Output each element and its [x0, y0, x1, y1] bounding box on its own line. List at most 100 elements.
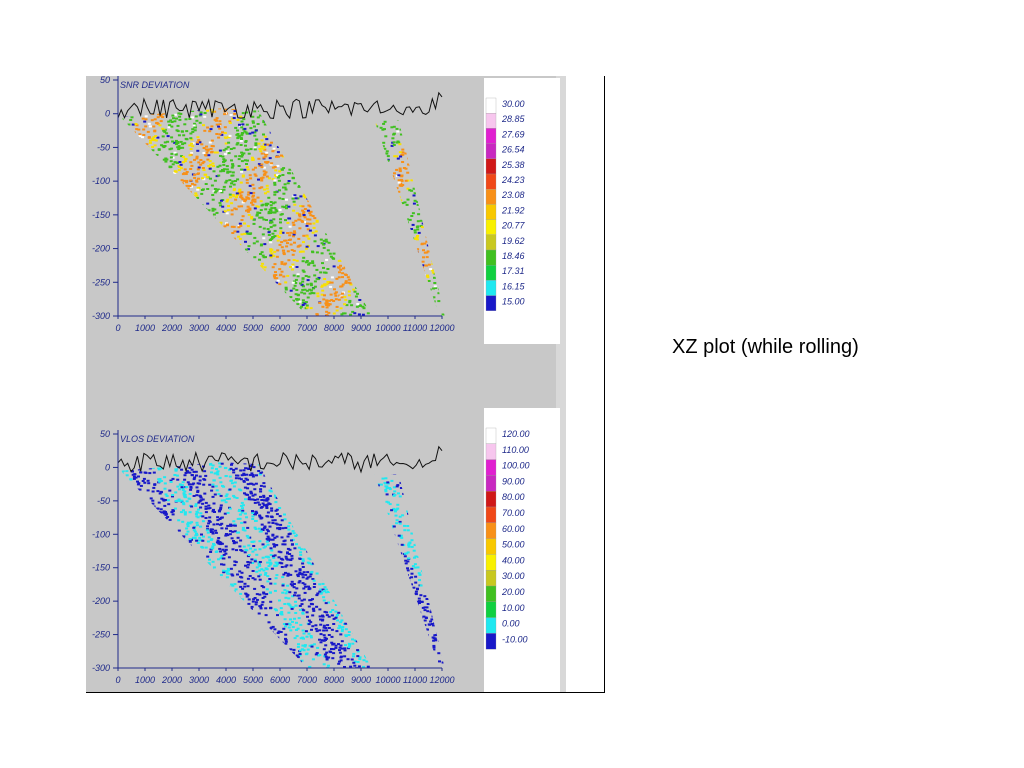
colorbar-label: 50.00 [502, 540, 525, 550]
y-tick-label: -200 [92, 596, 110, 606]
panel-title: VLOS DEVIATION [120, 434, 195, 444]
colorbar-swatch [485, 295, 497, 311]
colorbar-swatch [485, 128, 497, 144]
y-tick-label: -150 [92, 210, 110, 220]
x-tick-label: 1000 [135, 323, 155, 333]
colorbar-label: 21.92 [501, 205, 525, 215]
x-tick-label: 10000 [375, 675, 400, 685]
colorbar-label: 120.00 [502, 429, 530, 439]
x-tick-label: 0 [115, 675, 120, 685]
x-tick-label: 11000 [403, 323, 427, 333]
colorbar-label: 100.00 [502, 461, 530, 471]
colorbar-swatch [485, 204, 497, 220]
x-tick-label: 11000 [403, 675, 427, 685]
y-tick-label: -250 [92, 277, 110, 287]
colorbar-swatch [485, 249, 497, 266]
x-tick-label: 6000 [270, 323, 290, 333]
x-tick-label: 9000 [351, 675, 371, 685]
y-tick-label: -300 [92, 311, 110, 321]
colorbar-swatch [485, 113, 497, 129]
colorbar-swatch [485, 585, 497, 602]
colorbar-label: 60.00 [502, 524, 525, 534]
y-tick-label: 0 [105, 462, 110, 472]
colorbar-label: 0.00 [502, 619, 520, 629]
x-tick-label: 3000 [189, 675, 209, 685]
y-tick-label: -50 [97, 142, 110, 152]
y-tick-label: -200 [92, 244, 110, 254]
colorbar-swatch [485, 506, 497, 523]
colorbar-label: 28.85 [501, 114, 526, 124]
y-tick-label: 0 [105, 109, 110, 119]
colorbar-label: 70.00 [502, 508, 525, 518]
colorbar-label: 16.15 [502, 281, 526, 291]
colorbar-label: 110.00 [502, 445, 529, 455]
colorbar-swatch [485, 475, 497, 492]
colorbar-swatch [485, 427, 497, 444]
x-tick-label: 6000 [270, 675, 290, 685]
colorbar-label: 24.23 [501, 175, 525, 185]
figure-image: 50 0 -50 -100 -150 -200 -250 -300 0 1000 2000 3000 4… [86, 76, 605, 693]
colorbar-label: 19.62 [502, 236, 525, 246]
figure-svg: 50 0 -50 -100 -150 -200 -250 -300 0 1000 2000 3000 4… [86, 76, 566, 692]
colorbar-swatch [485, 189, 497, 205]
colorbar-swatch [485, 522, 497, 539]
colorbar-swatch [485, 601, 497, 618]
x-tick-label: 3000 [189, 323, 209, 333]
x-tick-label: 4000 [216, 323, 236, 333]
x-tick-label: 12000 [429, 675, 454, 685]
colorbar-label: 18.46 [502, 251, 525, 261]
colorbar-label: 90.00 [502, 476, 525, 486]
colorbar-swatch [485, 491, 497, 508]
colorbar-label: 40.00 [502, 555, 525, 565]
panel-title: SNR DEVIATION [120, 80, 190, 90]
colorbar-swatch [485, 617, 497, 634]
y-tick-label: -50 [97, 496, 110, 506]
colorbar-swatch [485, 633, 497, 650]
terrain-profile-line [117, 445, 443, 474]
colorbar-label: 23.08 [501, 190, 525, 200]
colorbar-swatch [485, 459, 497, 476]
colorbar-legend-box [484, 78, 560, 344]
colorbar-swatch [485, 570, 497, 587]
y-tick-label: -300 [92, 663, 110, 673]
colorbar-label: -10.00 [502, 634, 528, 644]
colorbar-swatch [485, 538, 497, 555]
slide-caption: XZ plot (while rolling) [672, 336, 859, 358]
colorbar-label: 20.00 [501, 587, 525, 597]
colorbar-label: 17.31 [502, 266, 525, 276]
colorbar-swatch [485, 97, 497, 114]
y-tick-label: -100 [92, 529, 110, 539]
x-tick-label: 8000 [324, 675, 344, 685]
x-tick-label: 10000 [375, 323, 400, 333]
colorbar-swatch [485, 280, 497, 296]
colorbar-swatch [485, 219, 497, 235]
colorbar-swatch [485, 158, 497, 175]
colorbar-swatch [485, 443, 497, 460]
y-tick-label: -150 [92, 563, 110, 573]
y-tick-label: -250 [92, 630, 110, 640]
colorbar-label: 25.38 [501, 160, 525, 170]
colorbar-label: 20.77 [501, 221, 526, 231]
colorbar-legend-box [484, 408, 560, 692]
y-tick-label: 50 [100, 76, 110, 85]
x-tick-label: 2000 [161, 323, 182, 333]
colorbar-label: 10.00 [502, 603, 525, 613]
colorbar-label: 15.00 [502, 297, 525, 307]
x-tick-label: 7000 [297, 675, 317, 685]
colorbar-swatch [485, 554, 497, 571]
x-tick-label: 2000 [161, 675, 182, 685]
x-tick-label: 8000 [324, 323, 344, 333]
x-tick-label: 5000 [243, 323, 263, 333]
colorbar-swatch [485, 143, 497, 159]
colorbar-swatch [485, 234, 497, 251]
x-tick-label: 5000 [243, 675, 263, 685]
y-tick-label: -100 [92, 176, 110, 186]
colorbar-label: 27.69 [501, 129, 525, 139]
colorbar-label: 80.00 [502, 492, 525, 502]
y-tick-label: 50 [100, 429, 110, 439]
x-tick-label: 12000 [429, 323, 454, 333]
x-tick-label: 9000 [351, 323, 371, 333]
colorbar-label: 30.00 [502, 99, 525, 109]
colorbar-swatch [485, 173, 497, 190]
x-tick-label: 0 [115, 323, 120, 333]
